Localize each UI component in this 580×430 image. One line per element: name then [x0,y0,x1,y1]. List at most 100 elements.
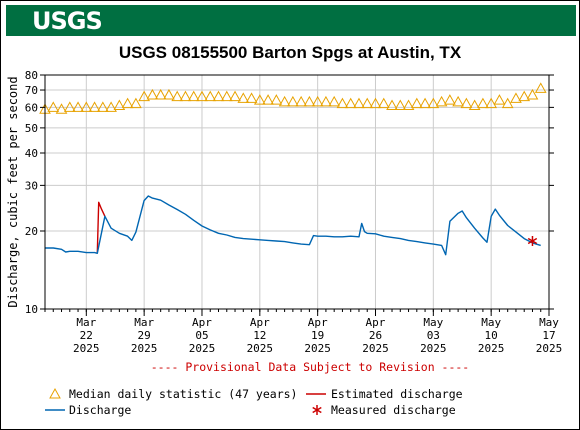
median-marker [402,99,415,111]
x-tick-label: 2025 [536,342,563,355]
x-tick-label: May [539,316,559,329]
median-marker [336,97,349,109]
measured-discharge-marker [527,235,538,246]
median-marker [361,97,374,109]
usgs-logo: USGS [32,7,103,35]
median-marker [179,90,192,102]
y-tick-label: 70 [25,84,38,97]
x-tick-label: 2025 [304,342,331,355]
median-marker [105,101,117,112]
x-tick-label: 2025 [189,342,216,355]
median-marker [427,97,440,109]
median-marker [212,90,225,102]
median-marker [146,88,159,100]
median-marker [419,97,431,109]
median-marker [526,88,539,100]
x-tick-label: 2025 [362,342,389,355]
median-marker [287,95,299,107]
y-tick-label: 30 [25,179,38,192]
x-tick-label: 19 [311,329,324,342]
plot-area-border [44,74,550,310]
median-marker [196,90,208,102]
x-tick-label: 2025 [73,342,100,355]
x-tick-label: 22 [80,329,93,342]
median-marker [237,92,250,103]
median-marker [394,99,407,111]
median-marker [435,95,448,107]
provisional-note: ---- Provisional Data Subject to Revisio… [150,360,470,374]
median-marker [386,99,398,111]
median-marker [187,90,200,102]
x-tick-label: 2025 [478,342,505,355]
median-marker [63,101,76,112]
axis-layer: 1020304050607080Mar222025Mar292025Apr052… [25,69,563,355]
median-marker [253,94,266,105]
median-marker [163,88,175,100]
median-marker [113,99,126,111]
median-marker [485,97,498,109]
legend-icons [45,387,326,415]
median-marker [278,95,291,107]
median-marker [80,101,93,112]
x-tick-label: 05 [195,329,208,342]
median-marker [353,97,365,109]
median-marker [295,95,307,107]
y-tick-label: 80 [25,69,38,82]
y-tick-label: 20 [25,225,38,238]
median-marker [229,90,241,102]
x-tick-label: 29 [138,329,151,342]
median-marker [468,99,481,111]
median-marker [88,101,101,112]
x-tick-label: 2025 [131,342,158,355]
x-tick-label: 2025 [420,342,447,355]
y-axis-label: Discharge, cubic feet per second [6,76,20,307]
legend-measured-icon [312,405,322,415]
legend-median-icon [49,387,61,399]
x-tick-label: Apr [366,316,386,329]
series-layer [39,82,547,256]
measured-marker-stroke [527,237,538,245]
median-marker [477,97,489,109]
median-marker [130,97,142,109]
legend-discharge-label: Discharge [69,403,132,417]
median-marker [72,101,84,112]
x-tick-label: 2025 [247,342,274,355]
x-tick-label: Mar [134,316,154,329]
x-tick-label: 10 [485,329,498,342]
chart-title: USGS 08155500 Barton Spgs at Austin, TX [118,43,462,62]
legend-measured-stroke [312,406,322,414]
median-marker [510,92,522,103]
x-tick-label: 03 [427,329,440,342]
median-marker [55,103,68,114]
grid-layer [45,74,550,310]
x-tick-label: Mar [76,316,96,329]
median-marker [138,90,150,102]
median-marker [493,94,506,105]
x-tick-label: Apr [192,316,212,329]
x-tick-label: Apr [250,316,270,329]
estimated-discharge-line [96,201,106,254]
y-tick-label: 40 [25,147,38,160]
x-tick-label: 26 [369,329,382,342]
median-marker [303,95,316,107]
median-marker [369,97,382,109]
median-marker [96,101,109,112]
median-marker [245,92,258,103]
median-marker [171,90,184,102]
y-tick-label: 10 [25,303,38,316]
median-marker [262,94,274,105]
x-tick-label: May [423,316,443,329]
median-marker [444,94,456,105]
median-marker [311,95,324,107]
median-marker [220,90,233,102]
x-tick-label: 17 [542,329,555,342]
median-marker [501,97,514,109]
median-marker [344,97,357,109]
y-tick-label: 60 [25,101,38,114]
median-marker [320,95,332,107]
y-tick-label: 50 [25,122,38,135]
discharge-line [45,195,541,256]
median-marker [121,97,134,109]
